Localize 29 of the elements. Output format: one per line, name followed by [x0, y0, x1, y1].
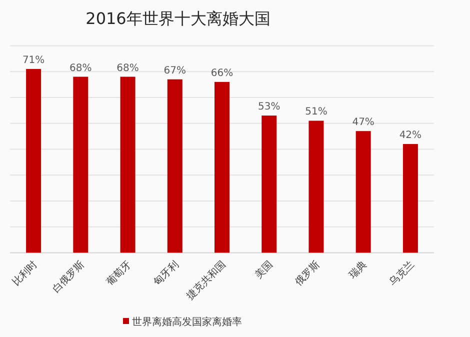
chart-title: 2016年世界十大离婚大国: [86, 9, 270, 28]
x-tick-label: 捷克共和国: [184, 258, 228, 302]
bar: [73, 76, 88, 253]
x-tick-label: 瑞典: [346, 258, 370, 281]
data-label: 42%: [399, 130, 422, 142]
data-label: 51%: [305, 106, 328, 118]
data-label: 68%: [70, 62, 92, 74]
data-label: 68%: [116, 62, 139, 74]
data-label: 53%: [258, 102, 280, 113]
x-tick-label: 美国: [252, 258, 276, 281]
x-tick-label: 葡萄牙: [104, 258, 134, 288]
x-tick-label: 俄罗斯: [292, 258, 322, 288]
bar: [308, 120, 324, 253]
bar: [262, 116, 277, 253]
data-label: 47%: [352, 117, 374, 128]
bar: [402, 144, 418, 253]
bar: [167, 79, 182, 253]
bar: [214, 82, 230, 253]
data-label: 66%: [210, 68, 234, 79]
data-label: 67%: [164, 65, 186, 76]
x-tick-label: 白俄罗斯: [50, 258, 87, 296]
x-tick-label: 乌克兰: [386, 258, 417, 288]
data-label: 71%: [22, 54, 45, 66]
x-tick-label: 比利时: [10, 258, 40, 288]
bar: [120, 76, 136, 253]
legend-label: 世界离婚高发国家离婚率: [132, 316, 242, 328]
bar: [26, 68, 42, 253]
x-tick-label: 匈牙利: [151, 258, 182, 288]
bar: [356, 131, 371, 253]
